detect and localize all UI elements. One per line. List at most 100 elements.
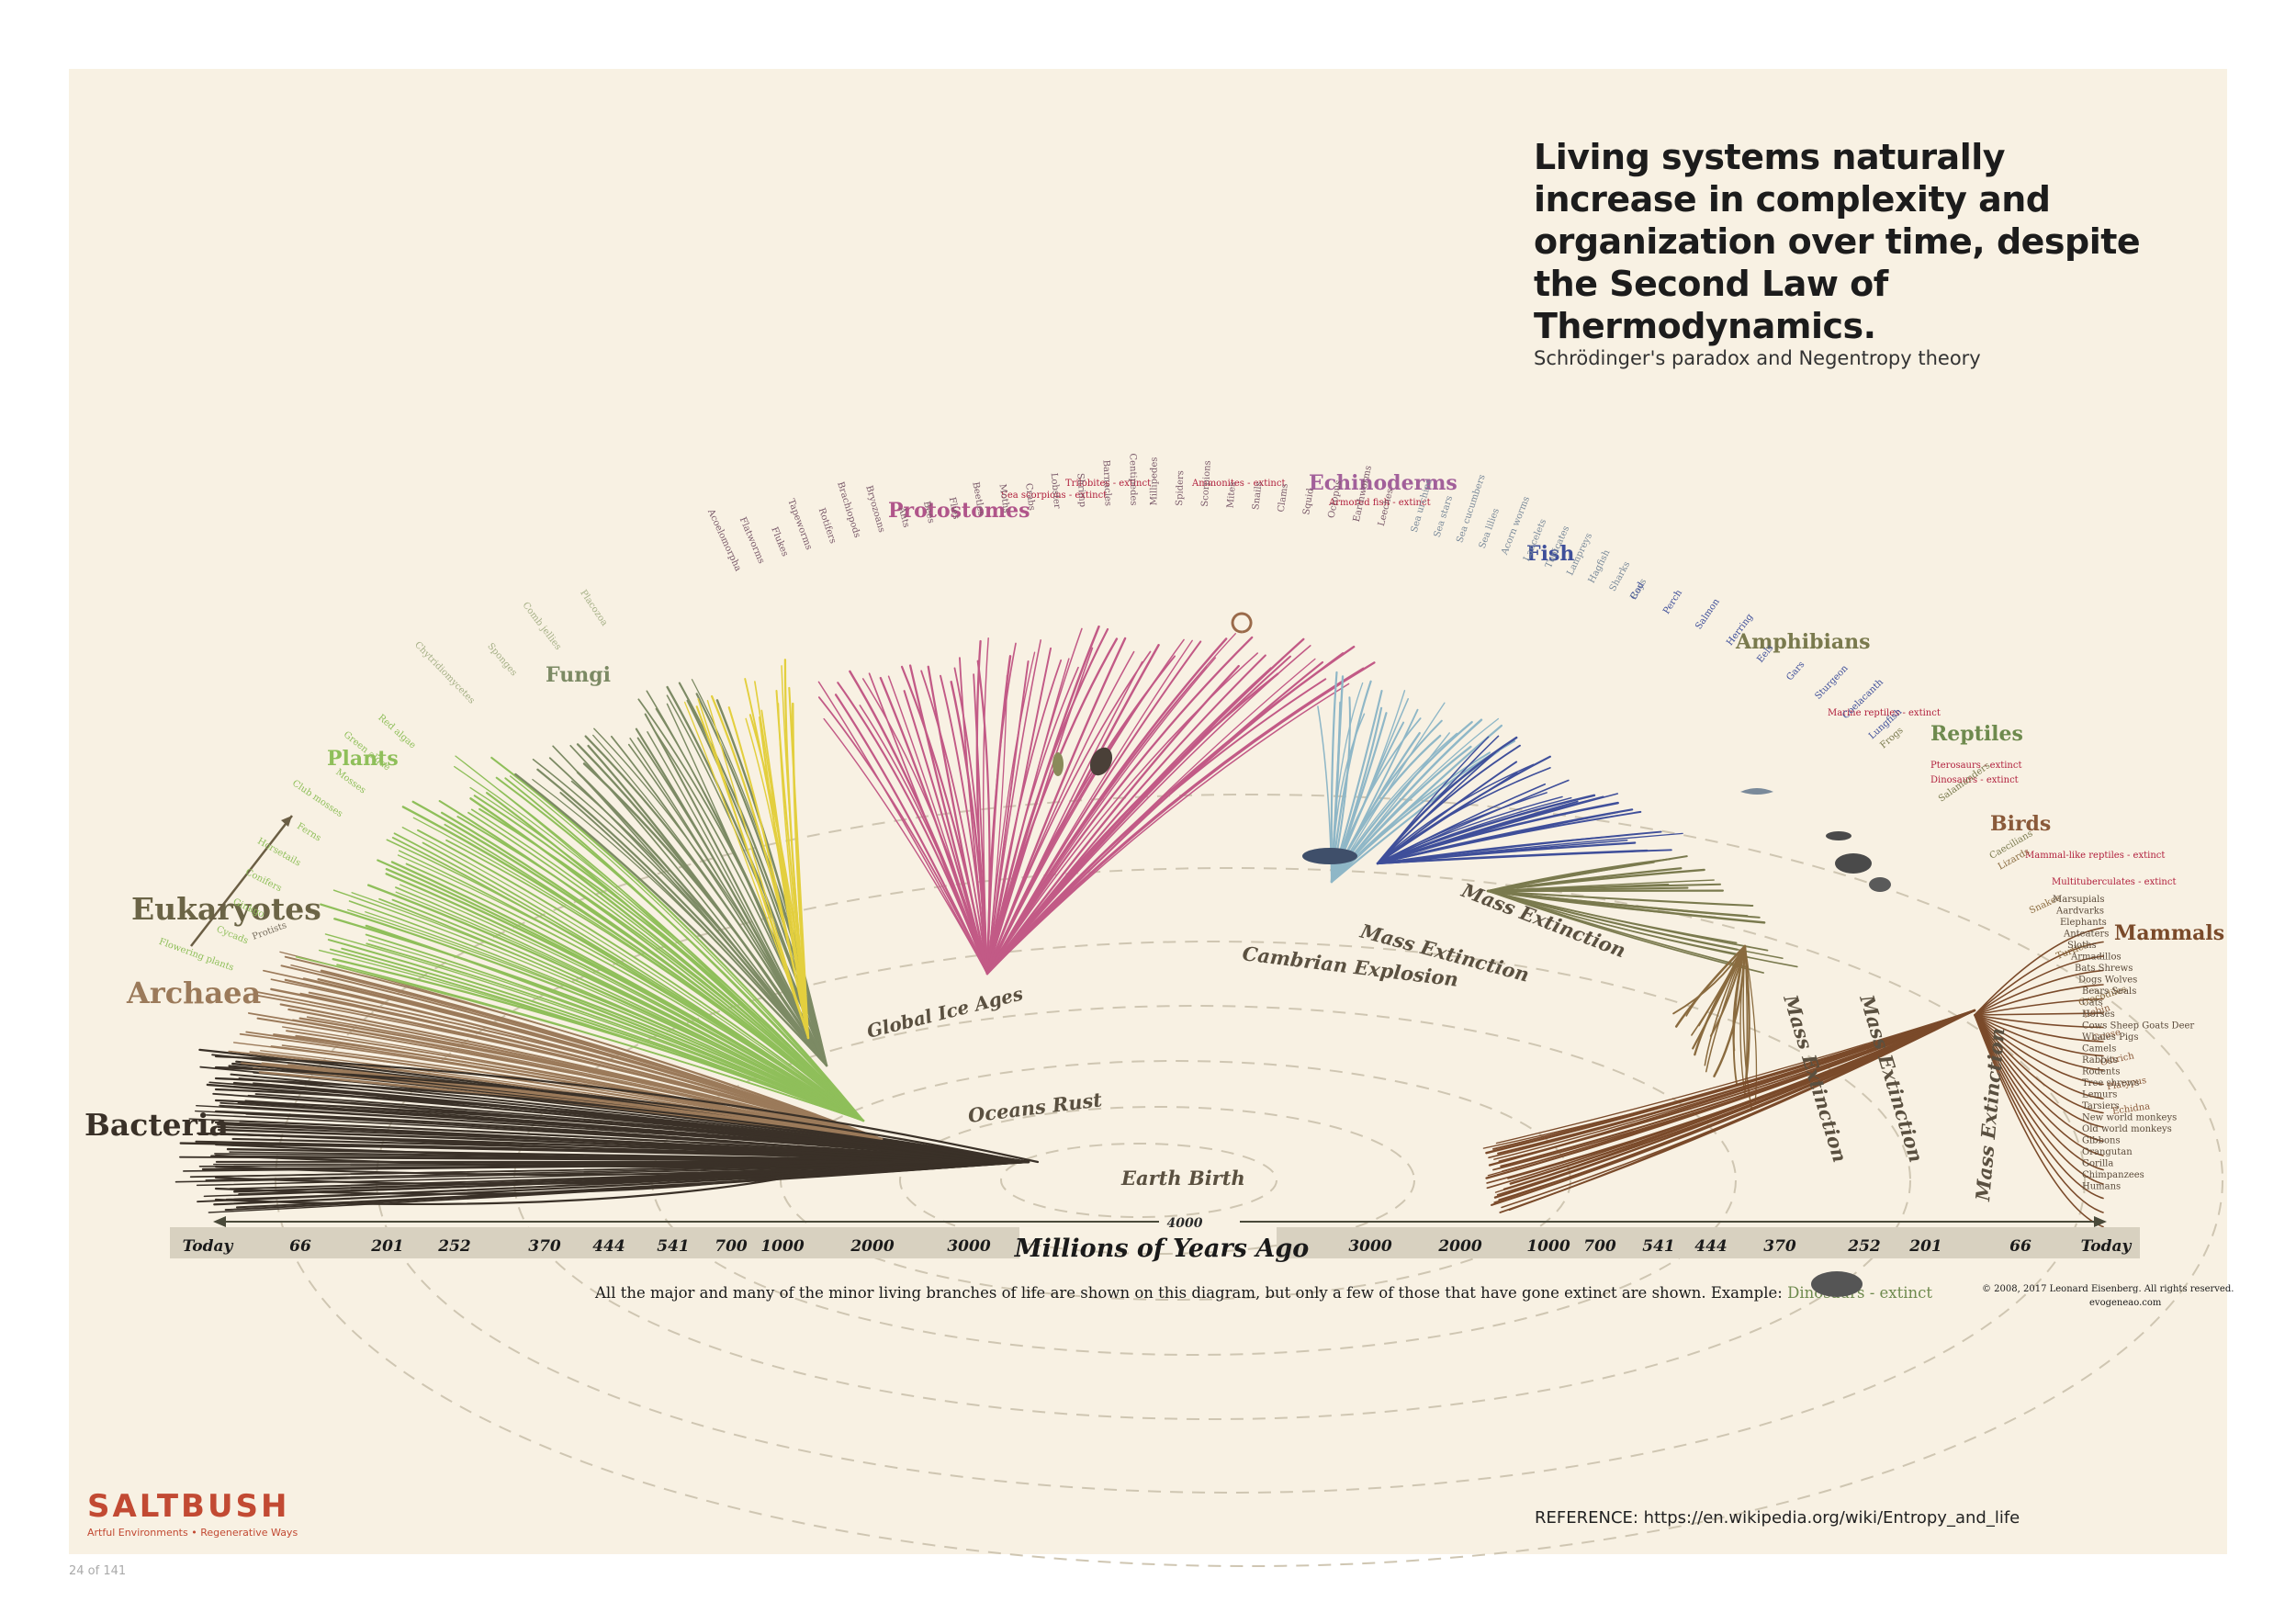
branch xyxy=(391,898,864,1122)
mammal-leaf-label: Whales Pigs xyxy=(2082,1032,2139,1043)
leaf-label: Squid xyxy=(1301,487,1316,515)
branch xyxy=(1974,969,2104,1016)
pterosaur-icon xyxy=(1826,831,1851,840)
mammal-leaf-label: Rabbits xyxy=(2082,1055,2118,1066)
mammal-leaf-label: Gibbons xyxy=(2082,1136,2121,1146)
branch xyxy=(536,768,828,1067)
marine-reptile-icon xyxy=(1740,788,1773,795)
branch xyxy=(365,924,865,1122)
branch xyxy=(422,841,864,1122)
branch xyxy=(1974,1014,2104,1200)
group-label-plants: Plants xyxy=(327,747,399,771)
axis-tick-label: 252 xyxy=(1847,1237,1881,1256)
branch xyxy=(1743,944,1750,1077)
branch xyxy=(320,969,884,1141)
logo-tagline: Artful Environments • Regenerative Ways xyxy=(87,1527,298,1539)
axis-tick-label: Today xyxy=(2081,1237,2133,1256)
mammal-leaf-label: Gorilla xyxy=(2082,1159,2113,1169)
branch xyxy=(985,637,1305,976)
copyright: © 2008, 2017 Leonard Eisenberg. All righ… xyxy=(1982,1284,2234,1294)
mammal-leaf-label: Aardvarks xyxy=(2055,907,2104,917)
branch xyxy=(983,637,989,975)
branch xyxy=(592,734,827,1066)
mammal-leaf-label: Old world monkeys xyxy=(2082,1124,2172,1134)
time-arc xyxy=(899,1106,1415,1255)
branch xyxy=(1487,890,1769,952)
axis-arrow-left xyxy=(213,1216,226,1227)
branch xyxy=(1974,1014,2104,1071)
branch xyxy=(1377,763,1535,864)
branch xyxy=(214,1077,1012,1164)
leaf-label: Comb jellies xyxy=(520,601,563,652)
branch xyxy=(587,744,828,1067)
branch xyxy=(920,670,988,975)
branch xyxy=(229,1161,1030,1190)
mammal-leaf-label: Horses xyxy=(2082,1009,2115,1020)
leaf-label: Millipedes xyxy=(1149,457,1159,506)
triceratops-icon xyxy=(1811,1271,1863,1297)
note-trilobites: Trilobites - extinct xyxy=(1065,479,1151,489)
leaf-label: Ferns xyxy=(295,821,322,843)
branch xyxy=(378,897,864,1122)
branch xyxy=(1974,1014,2104,1213)
branch xyxy=(327,939,865,1122)
leaf-label: Sponges xyxy=(485,641,518,678)
branch xyxy=(490,756,865,1122)
leaf-label: Scorpions xyxy=(1200,460,1213,507)
branch xyxy=(754,681,809,1039)
branch xyxy=(986,627,1083,975)
leaf-label: Bees xyxy=(921,501,936,524)
ammonite-icon xyxy=(1231,612,1253,634)
branch xyxy=(1377,849,1672,864)
branch xyxy=(1377,792,1548,864)
branch xyxy=(879,676,989,976)
branch xyxy=(1974,1014,2104,1228)
branch xyxy=(1694,944,1747,1056)
branch xyxy=(1377,795,1563,864)
branch xyxy=(908,664,989,976)
branch xyxy=(320,903,865,1122)
leaf-label: Red algae xyxy=(376,713,417,750)
axis-center-value: 4000 xyxy=(1167,1216,1203,1231)
event-mass-extinction-4: Mass Extinction xyxy=(1855,991,1928,1165)
branch xyxy=(214,1121,957,1164)
leaf-label: Moths xyxy=(997,483,1012,513)
time-arc xyxy=(780,1060,1571,1301)
armored-fish-icon xyxy=(1302,848,1357,864)
branch xyxy=(504,777,864,1122)
branch xyxy=(214,1154,916,1168)
branch xyxy=(727,706,810,1040)
mammal-leaf-label: Bears Seals xyxy=(2082,987,2136,997)
branch xyxy=(1974,955,2104,1016)
branch xyxy=(706,700,809,1039)
mammal-leaf-label: Lemurs xyxy=(2082,1090,2117,1100)
branch xyxy=(1376,736,1518,865)
branch xyxy=(1377,767,1551,864)
branch xyxy=(927,665,989,976)
logo-name: SALTBUSH xyxy=(87,1488,290,1525)
headline: Living systems naturally increase in com… xyxy=(1534,137,2141,346)
branch xyxy=(986,666,1208,975)
group-label-protostomes: Protostomes xyxy=(888,499,1030,523)
branch xyxy=(336,964,864,1122)
branch xyxy=(214,1088,998,1164)
branch xyxy=(514,773,828,1067)
axis-tick-label: 700 xyxy=(715,1237,748,1256)
group-label-eukaryotes: Eukaryotes xyxy=(131,891,321,927)
leaf-label: Brachiopods xyxy=(835,480,862,539)
group-label-fungi: Fungi xyxy=(546,663,611,687)
group-label-archaea: Archaea xyxy=(126,976,261,1010)
leaf-label: Gars xyxy=(1784,660,1806,682)
mammal-leaf-label: Camels xyxy=(2082,1044,2116,1054)
axis-tick-label: Today xyxy=(183,1237,234,1256)
branch xyxy=(1377,830,1662,864)
event-oceans-rust: Oceans Rust xyxy=(967,1088,1104,1127)
mammal-leaf-label: Orangutan xyxy=(2082,1147,2133,1157)
mammal-leaf-label: Chimpanzees xyxy=(2082,1170,2144,1180)
group-label-birds: Birds xyxy=(1990,812,2051,836)
subtitle: Schrödinger's paradox and Negentropy the… xyxy=(1534,347,1981,369)
note-sea-scorpions: Sea scorpions - extinct xyxy=(1001,491,1107,501)
mammal-leaf-label: Humans xyxy=(2082,1182,2121,1192)
branch xyxy=(440,811,865,1122)
branch xyxy=(759,716,810,1040)
